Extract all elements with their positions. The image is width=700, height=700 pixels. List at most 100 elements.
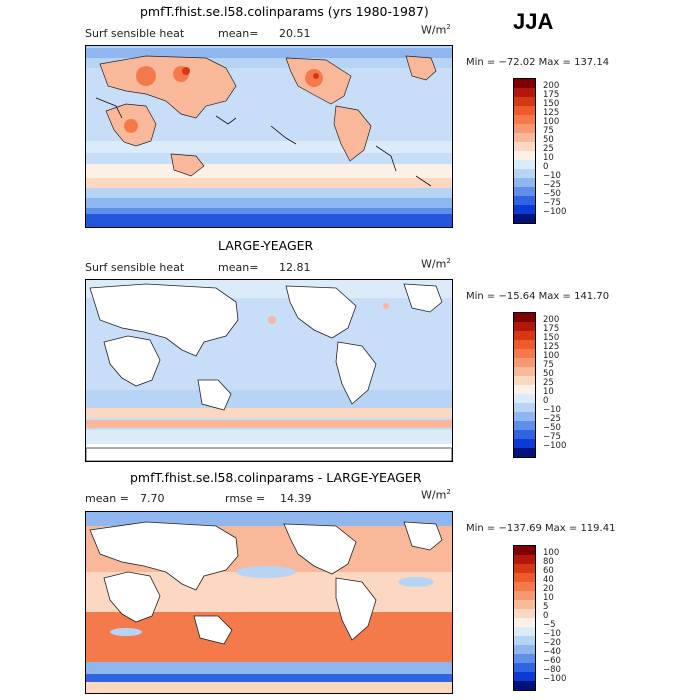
colorbar-swatch [514, 142, 535, 151]
colorbar-swatch [514, 349, 535, 358]
panel-1-minmax: Min = −72.02 Max = 137.14 [466, 57, 610, 68]
colorbar-swatch [514, 681, 535, 690]
colorbar-swatch [514, 439, 535, 448]
colorbar-swatch [514, 654, 535, 663]
panel-2-colorbar-swatches [513, 312, 536, 458]
colorbar-level-label: −80 [543, 665, 561, 675]
panel-3-rmse-label: rmse = [225, 492, 266, 505]
colorbar-swatch [514, 169, 535, 178]
colorbar-swatch [514, 672, 535, 681]
colorbar-level-label: 0 [543, 396, 549, 406]
colorbar-level-label: 80 [543, 557, 554, 567]
colorbar-swatch [514, 394, 535, 403]
colorbar-swatch [514, 546, 535, 555]
panel-3-rmse-value: 14.39 [280, 492, 312, 505]
colorbar-level-label: 0 [543, 162, 549, 172]
colorbar-swatch [514, 115, 535, 124]
colorbar-level-label: −40 [543, 647, 561, 657]
colorbar-swatch [514, 609, 535, 618]
colorbar-level-label: 40 [543, 575, 554, 585]
panel-1-variable-label: Surf sensible heat [85, 27, 185, 40]
colorbar-level-label: 75 [543, 126, 554, 136]
panel-3-map [85, 511, 453, 694]
panel-1-mean-value: 20.51 [279, 27, 311, 40]
colorbar-level-label: −100 [543, 441, 567, 451]
colorbar-swatch [514, 97, 535, 106]
panel-2-mean-label: mean= [218, 261, 259, 274]
colorbar-level-label: 175 [543, 324, 560, 334]
colorbar-swatch [514, 403, 535, 412]
colorbar-level-label: 200 [543, 81, 560, 91]
panel-1-title: pmfT.fhist.se.l58.colinparams (yrs 1980-… [140, 4, 429, 19]
colorbar-swatch [514, 133, 535, 142]
colorbar-swatch [514, 205, 535, 214]
colorbar-swatch [514, 160, 535, 169]
colorbar-level-label: 10 [543, 593, 554, 603]
panel-3-title: pmfT.fhist.se.l58.colinparams - LARGE-YE… [130, 470, 422, 485]
colorbar-level-label: 150 [543, 99, 560, 109]
panel-2-variable-label: Surf sensible heat [85, 261, 185, 274]
colorbar-swatch [514, 331, 535, 340]
colorbar-level-label: −5 [543, 620, 556, 630]
colorbar-level-label: −10 [543, 405, 561, 415]
panel-1-colorbar-swatches [513, 78, 536, 224]
colorbar-swatch [514, 555, 535, 564]
colorbar-swatch [514, 358, 535, 367]
colorbar-level-label: −100 [543, 207, 567, 217]
colorbar-level-label: 50 [543, 369, 554, 379]
colorbar-swatch [514, 600, 535, 609]
panel-3-colorbar-swatches [513, 545, 536, 691]
colorbar-swatch [514, 124, 535, 133]
colorbar-swatch [514, 214, 535, 223]
panel-2-mean-value: 12.81 [279, 261, 311, 274]
colorbar-swatch [514, 322, 535, 331]
colorbar-swatch [514, 196, 535, 205]
panel-2-units: W/m2 [421, 257, 451, 271]
colorbar-level-label: 100 [543, 351, 560, 361]
panel-1-mean-label: mean= [218, 27, 259, 40]
colorbar-swatch [514, 430, 535, 439]
colorbar-swatch [514, 376, 535, 385]
panel-1-map [85, 45, 453, 228]
colorbar-level-label: −50 [543, 189, 561, 199]
colorbar-level-label: −75 [543, 198, 561, 208]
colorbar-swatch [514, 636, 535, 645]
colorbar-swatch [514, 340, 535, 349]
colorbar-level-label: −100 [543, 674, 567, 684]
panel-1-units: W/m2 [421, 23, 451, 37]
colorbar-level-label: 50 [543, 135, 554, 145]
colorbar-swatch [514, 151, 535, 160]
colorbar-swatch [514, 385, 535, 394]
colorbar-swatch [514, 582, 535, 591]
colorbar-level-label: 5 [543, 602, 549, 612]
colorbar-level-label: 0 [543, 611, 549, 621]
panel-3-units: W/m2 [421, 488, 451, 502]
colorbar-level-label: 200 [543, 315, 560, 325]
colorbar-level-label: 60 [543, 566, 554, 576]
colorbar-swatch [514, 421, 535, 430]
panel-2-map [85, 279, 453, 462]
season-label: JJA [513, 9, 554, 34]
colorbar-swatch [514, 564, 535, 573]
colorbar-level-label: −10 [543, 171, 561, 181]
colorbar-swatch [514, 178, 535, 187]
colorbar-swatch [514, 573, 535, 582]
colorbar-swatch [514, 663, 535, 672]
colorbar-swatch [514, 88, 535, 97]
colorbar-level-label: 75 [543, 360, 554, 370]
colorbar-swatch [514, 367, 535, 376]
colorbar-level-label: 25 [543, 378, 554, 388]
panel-3-mean-label: mean = [85, 492, 129, 505]
colorbar-swatch [514, 106, 535, 115]
colorbar-level-label: −75 [543, 432, 561, 442]
colorbar-level-label: −50 [543, 423, 561, 433]
colorbar-level-label: 125 [543, 108, 560, 118]
colorbar-swatch [514, 645, 535, 654]
colorbar-level-label: −20 [543, 638, 561, 648]
colorbar-level-label: 100 [543, 117, 560, 127]
colorbar-level-label: 10 [543, 153, 554, 163]
colorbar-level-label: 25 [543, 144, 554, 154]
colorbar-level-label: −60 [543, 656, 561, 666]
panel-3-mean-value: 7.70 [140, 492, 165, 505]
panel-3-minmax: Min = −137.69 Max = 119.41 [466, 523, 616, 534]
